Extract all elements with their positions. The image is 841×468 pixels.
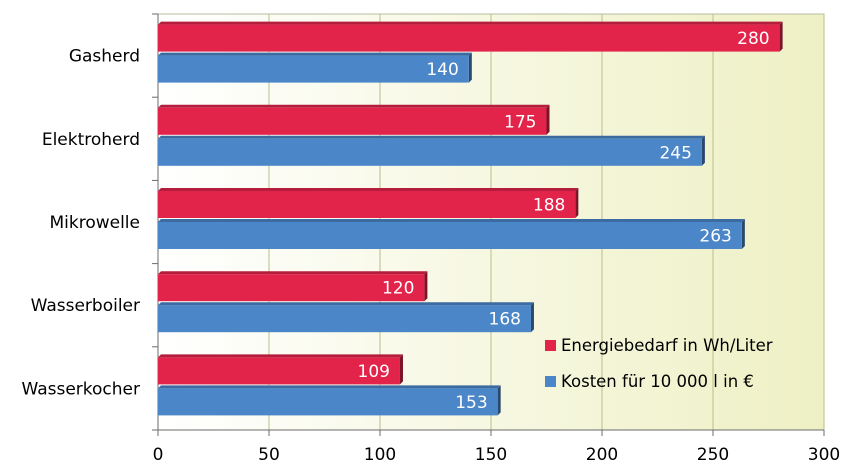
legend: Energiebedarf in Wh/Liter Kosten für 10 0… xyxy=(545,336,773,391)
bar-top xyxy=(158,354,403,358)
bar xyxy=(158,274,425,302)
bar-side xyxy=(497,385,501,416)
bar xyxy=(158,24,780,52)
legend-label: Energiebedarf in Wh/Liter xyxy=(561,336,773,355)
bar-side xyxy=(424,271,428,302)
x-tick-label: 250 xyxy=(697,445,729,465)
bar-side xyxy=(530,302,534,333)
x-tick-label: 100 xyxy=(364,445,396,465)
legend-swatch xyxy=(545,340,556,351)
axes: 0 50 100 150 200 250 300 Gasherd Elektroherd Mikr… xyxy=(21,13,840,465)
bar-top xyxy=(158,271,428,275)
x-tick-label: 200 xyxy=(586,445,618,465)
legend-label: Kosten für 10 000 l in € xyxy=(561,372,754,391)
bar xyxy=(158,191,576,218)
bar-top xyxy=(158,21,783,25)
x-tick-label: 150 xyxy=(475,445,507,465)
data-label: 168 xyxy=(489,310,521,330)
x-tick-label: 50 xyxy=(258,445,280,465)
legend-swatch xyxy=(545,376,556,387)
data-label: 120 xyxy=(382,279,414,299)
bar-top xyxy=(158,52,472,56)
bar-top xyxy=(158,385,501,389)
bar xyxy=(158,138,702,166)
bar-side xyxy=(701,135,705,166)
bar-side xyxy=(546,104,550,135)
data-label: 153 xyxy=(455,393,487,413)
data-label: 175 xyxy=(504,112,536,132)
category-label: Elektroherd xyxy=(42,130,140,150)
category-label: Wasserboiler xyxy=(31,296,140,316)
category-label: Gasherd xyxy=(69,47,140,67)
bar-side xyxy=(741,219,745,249)
bar xyxy=(158,357,400,385)
x-tick-label: 0 xyxy=(153,445,164,465)
bar-top xyxy=(158,104,550,108)
bar xyxy=(158,222,742,249)
data-label: 263 xyxy=(699,227,731,247)
data-label: 245 xyxy=(659,143,691,163)
bar xyxy=(158,55,469,83)
category-label: Wasserkocher xyxy=(21,379,140,399)
bar xyxy=(158,107,547,135)
data-label: 140 xyxy=(426,60,458,80)
x-tick-label: 300 xyxy=(808,445,840,465)
bar-side xyxy=(575,188,579,218)
bar-top xyxy=(158,135,705,139)
bar-side xyxy=(779,21,783,52)
bar-side xyxy=(468,52,472,83)
bar xyxy=(158,388,498,416)
category-label: Mikrowelle xyxy=(49,213,140,233)
bar-top xyxy=(158,219,745,222)
data-label: 188 xyxy=(533,196,565,216)
data-label: 280 xyxy=(737,29,769,49)
bar-top xyxy=(158,188,579,191)
bar-side xyxy=(399,354,403,385)
bar-top xyxy=(158,302,534,306)
bar xyxy=(158,305,531,333)
bars xyxy=(158,21,783,416)
data-label: 109 xyxy=(358,362,390,382)
labels: 280 140 175 245 188 263 120 168 109 153 xyxy=(358,29,770,413)
